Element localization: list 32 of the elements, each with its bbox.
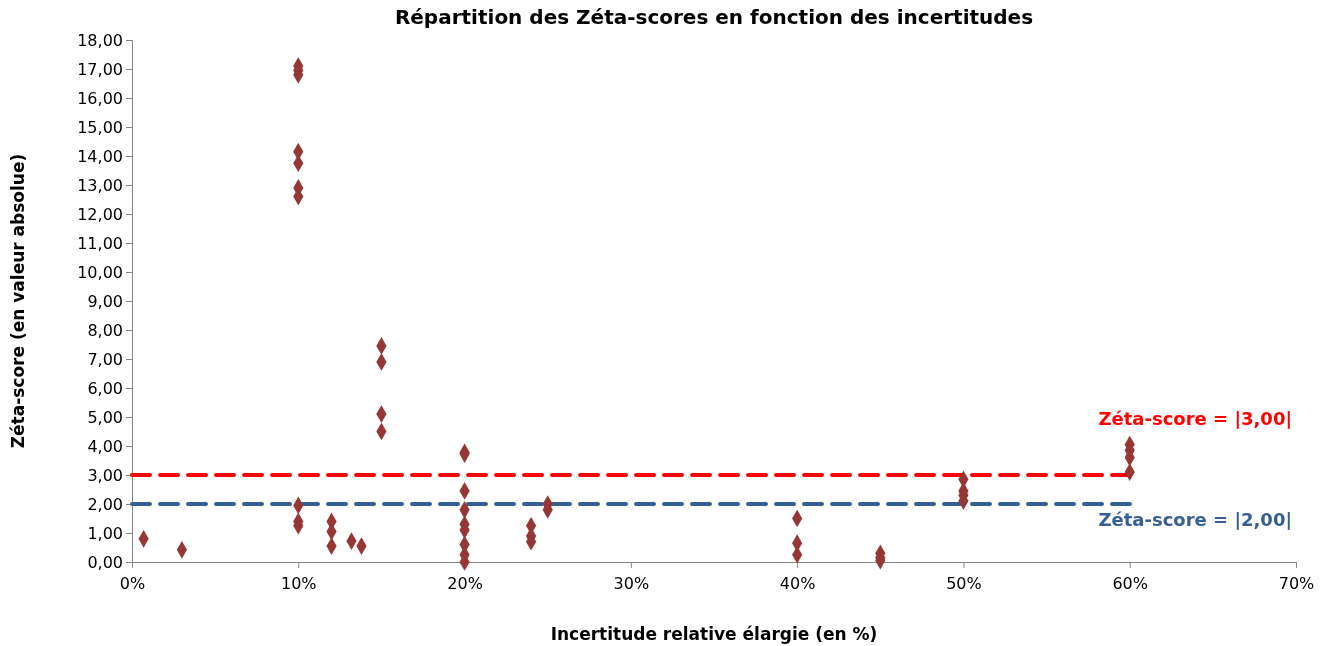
x-axis-title: Incertitude relative élargie (en %) bbox=[550, 624, 878, 644]
x-tick-label: 60% bbox=[1112, 574, 1148, 594]
y-axis-title: Zéta-score (en valeur absolue) bbox=[8, 153, 28, 449]
y-tick-label: 0,00 bbox=[87, 552, 123, 572]
x-tick-label: 50% bbox=[946, 574, 982, 594]
chart-title: Répartition des Zéta-scores en fonction des incertitudes bbox=[394, 5, 1034, 29]
y-tick-label: 16,00 bbox=[77, 88, 123, 108]
y-tick-label: 18,00 bbox=[77, 30, 123, 50]
y-tick-label: 14,00 bbox=[77, 146, 123, 166]
y-tick-label: 10,00 bbox=[77, 262, 123, 282]
y-tick-label: 17,00 bbox=[77, 59, 123, 79]
y-tick-label: 13,00 bbox=[77, 175, 123, 195]
y-tick-label: 1,00 bbox=[87, 523, 123, 543]
x-tick-label: 20% bbox=[447, 574, 483, 594]
y-tick-label: 12,00 bbox=[77, 204, 123, 224]
ref-line-label: Zéta-score = |3,00| bbox=[1098, 408, 1292, 429]
y-tick-label: 9,00 bbox=[87, 291, 123, 311]
x-tick-label: 40% bbox=[779, 574, 816, 594]
y-tick-label: 4,00 bbox=[87, 436, 123, 456]
y-tick-label: 15,00 bbox=[77, 117, 123, 137]
x-tick-label: 30% bbox=[613, 574, 650, 594]
y-tick-label: 8,00 bbox=[87, 320, 123, 340]
y-tick-label: 11,00 bbox=[77, 233, 123, 253]
x-tick-label: 0% bbox=[119, 574, 146, 594]
x-tick-label: 70% bbox=[1278, 574, 1315, 594]
x-tick-label: 10% bbox=[281, 574, 317, 594]
y-tick-label: 3,00 bbox=[87, 465, 123, 485]
ref-line-label: Zéta-score = |2,00| bbox=[1098, 509, 1292, 530]
y-tick-label: 5,00 bbox=[87, 407, 123, 427]
y-tick-label: 6,00 bbox=[87, 378, 123, 398]
y-tick-label: 2,00 bbox=[87, 494, 123, 514]
y-tick-label: 7,00 bbox=[87, 349, 123, 369]
